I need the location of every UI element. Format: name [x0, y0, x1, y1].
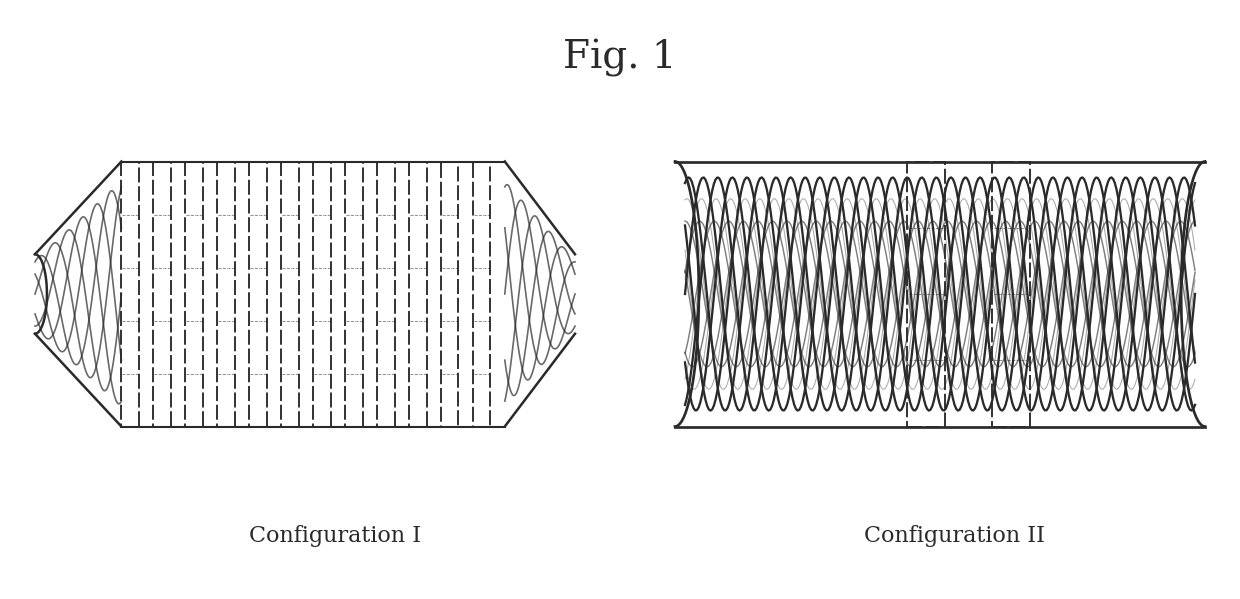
Bar: [409, 162, 427, 426]
Bar: [122, 162, 139, 426]
Text: Configuration II: Configuration II: [864, 525, 1045, 547]
Bar: [185, 162, 203, 426]
Bar: [908, 162, 945, 426]
Bar: [154, 162, 171, 426]
Bar: [217, 162, 234, 426]
Bar: [312, 162, 331, 426]
Text: Configuration I: Configuration I: [249, 525, 422, 547]
Bar: [249, 162, 267, 426]
Bar: [377, 162, 394, 426]
Bar: [441, 162, 459, 426]
Bar: [472, 162, 491, 426]
Text: Fig. 1: Fig. 1: [563, 39, 677, 77]
Bar: [345, 162, 362, 426]
Bar: [992, 162, 1030, 426]
Bar: [281, 162, 299, 426]
